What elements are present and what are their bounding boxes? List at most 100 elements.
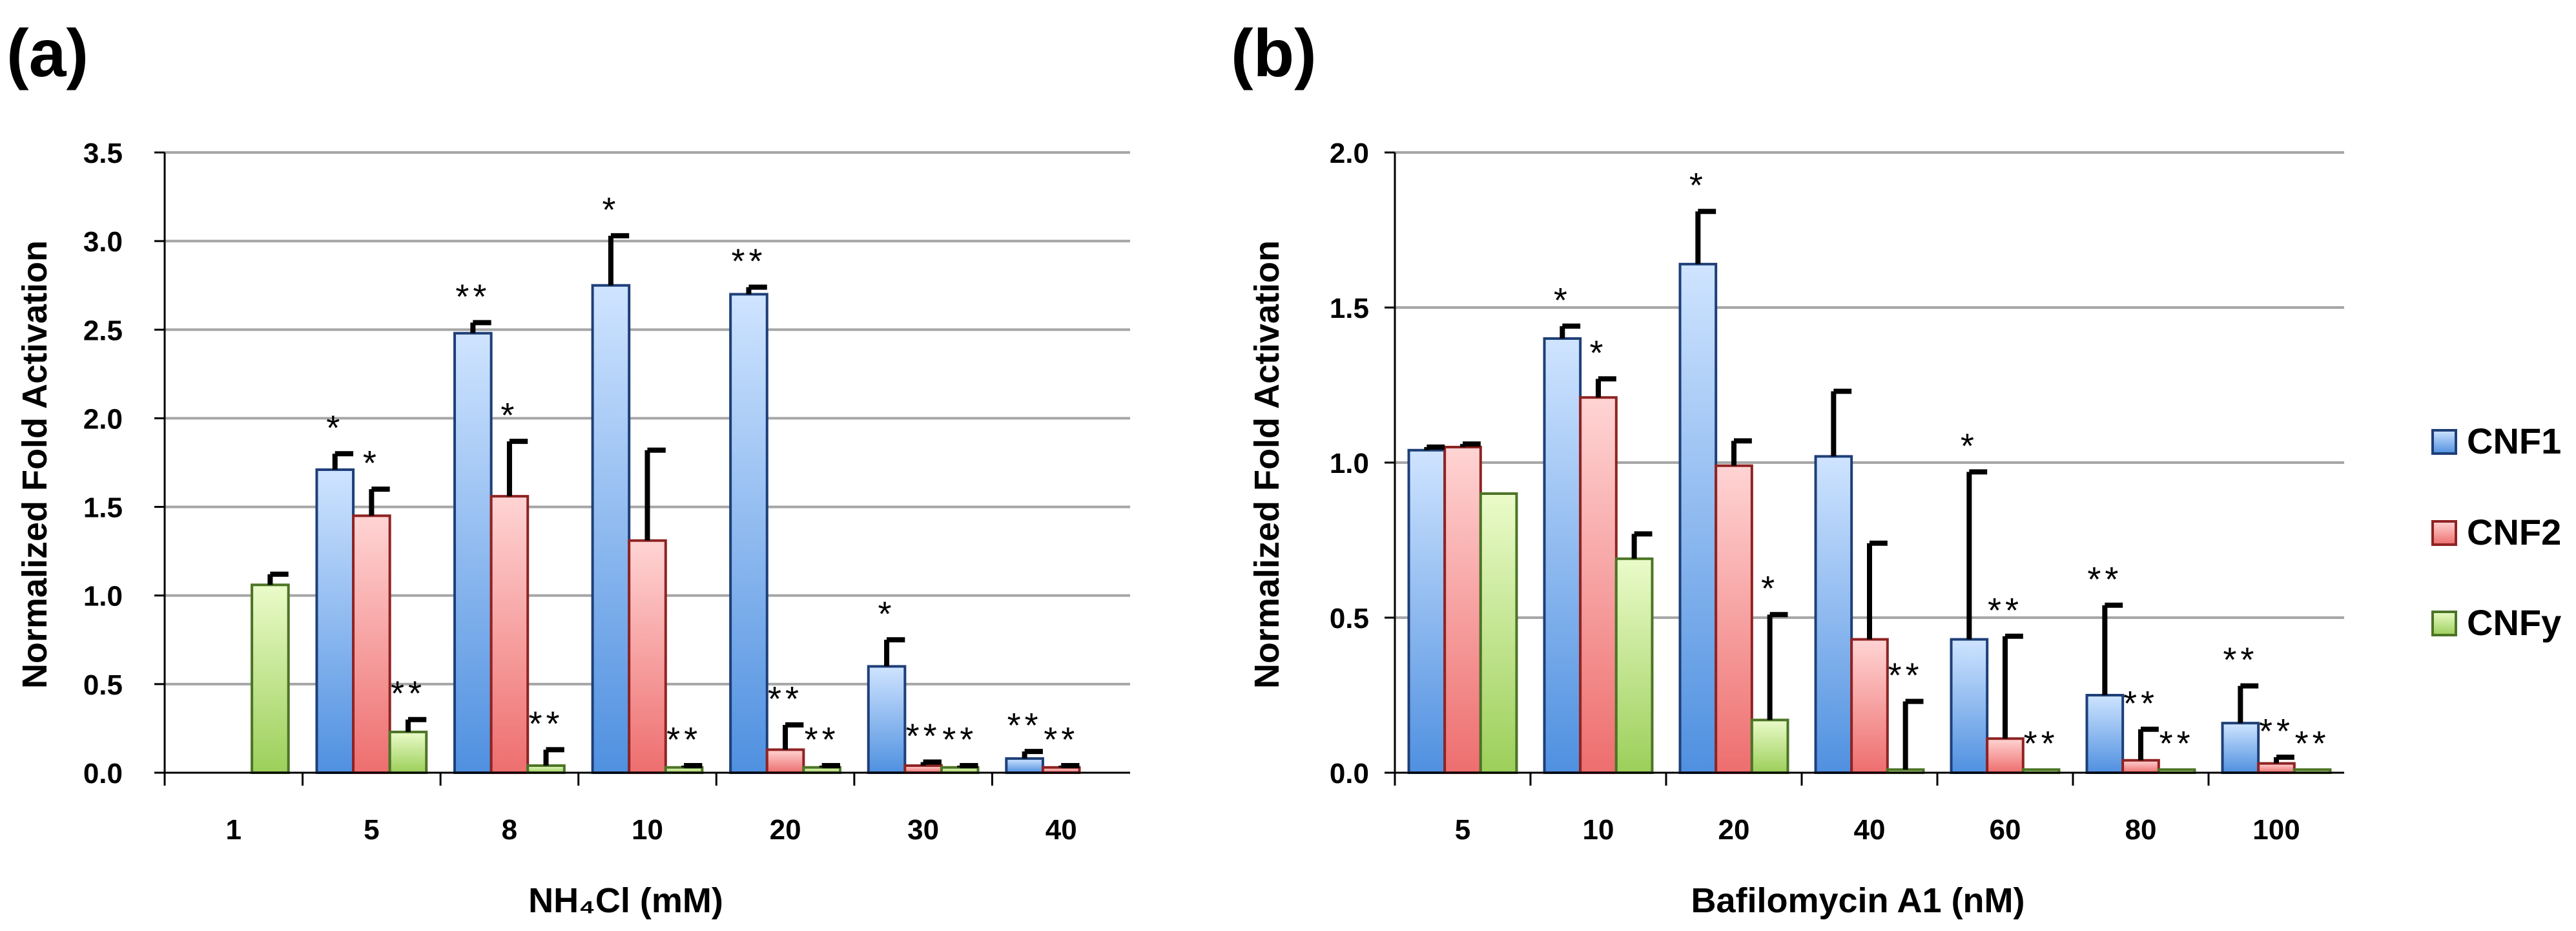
panel-b-error-bars [1424,209,2294,770]
bar-cnf1-40 [1814,455,1853,775]
significance-cnf1-30: * [878,594,896,633]
x-tick-label: 5 [364,814,379,846]
bar-cnf2-20 [765,748,805,775]
legend-label-cnfy: CNFy [2467,602,2561,643]
panel-a-x-ticks: 1 5 8 10 20 30 40 [226,773,1077,846]
significance-cnf1-10: * [602,191,619,229]
panel-b: (b) Normalized Fold Activation Bafilomyc… [1231,16,2344,920]
bar-cnf2-100 [2257,762,2296,774]
x-tick-label: 100 [2252,814,2300,846]
panel-a-letter: (a) [6,16,88,91]
bar-cnf2-80 [2121,758,2160,775]
significance-cnf2-100: ** [2259,712,2294,751]
significance-cnfy-80: ** [2159,724,2194,763]
bar-cnf1-60 [1950,638,1989,774]
bar-cnf1-30 [867,665,907,775]
significance-cnf2-60: ** [1988,591,2023,630]
legend-swatch-cnf2 [2431,520,2457,546]
bar-cnf2-30 [903,764,943,774]
y-tick-label: 0.5 [1330,603,1369,634]
x-tick-label: 40 [1046,814,1077,846]
significance-cnf2-30: ** [906,717,941,756]
bar-cnf2-10 [1579,396,1618,774]
bar-cnf1-5 [1407,448,1447,774]
legend-swatch-cnf1 [2431,429,2457,455]
x-tick-label: 80 [2125,814,2157,846]
bar-cnf2-10 [628,539,667,775]
significance-cnf1-60: * [1961,426,1978,465]
legend-label-cnf1: CNF1 [2467,421,2561,461]
significance-cnfy-5: ** [391,675,426,713]
significance-cnf1-20: ** [731,242,766,280]
y-tick-label: 1.5 [1330,293,1369,324]
y-tick-label: 1.0 [83,581,123,612]
y-tick-label: 0.0 [1330,758,1369,790]
legend-swatch-cnfy [2431,611,2457,636]
bar-cnf1-40 [1005,757,1044,774]
x-tick-label: 10 [632,814,663,846]
significance-cnf1-8: ** [455,277,490,316]
bar-cnfy-10 [1614,557,1654,774]
panel-b-ylabel: Normalized Fold Activation [1248,240,1286,689]
significance-cnf1-10: * [1554,281,1571,320]
y-tick-label: 1.0 [1330,448,1369,479]
significance-cnfy-60: ** [2024,724,2059,763]
significance-cnf1-20: * [1689,166,1707,205]
bar-cnf1-100 [2221,722,2260,774]
bar-cnf2-20 [1715,464,1753,774]
bar-cnfy-1 [251,583,290,774]
y-tick-label: 2.5 [83,315,123,346]
y-tick-label: 3.0 [83,226,123,258]
significance-cnfy-30: ** [942,720,977,759]
panel-b-xlabel: Bafilomycin A1 (nM) [1691,881,2025,920]
significance-cnf2-8: * [500,396,518,435]
y-tick-label: 0.5 [83,669,123,701]
significance-cnf2-80: ** [2123,684,2158,723]
panel-a-significance-marks: ********************* ** ** ** [326,191,1075,759]
significance-cnf1-100: ** [2223,641,2258,680]
bar-cnf2-40 [1850,638,1889,774]
bar-cnfy-5 [1479,492,1518,774]
x-tick-label: 60 [1990,814,2021,846]
x-tick-label: 20 [770,814,801,846]
legend-label-cnf2: CNF2 [2467,512,2561,552]
bar-cnf1-8 [453,331,493,774]
bar-cnf2-8 [489,495,530,774]
panel-b-x-ticks: 5 10 20 40 60 80 100 [1455,773,2300,846]
bar-cnfy-8 [526,764,566,774]
significance-cnf1-5: * [326,408,344,447]
bar-cnf2-5 [1443,446,1482,774]
significance-cnfy-20: ** [805,720,840,759]
x-tick-label: 30 [907,814,939,846]
bar-cnf1-20 [729,293,768,774]
bar-cnf2-5 [352,514,391,774]
panel-a: (a) Normalized Fold Activation NH₄Cl (mM… [6,16,1130,920]
significance-cnf2-5: * [363,444,380,483]
panel-b-significance-marks: ********************* ** [1554,166,2326,763]
panel-a-error-bars [267,233,1080,769]
y-tick-label: 2.0 [1330,138,1369,169]
y-tick-label: 2.0 [83,403,123,435]
bar-cnfy-20 [1750,718,1789,775]
x-tick-label: 5 [1455,814,1470,846]
panel-b-bars [1407,262,2332,775]
bar-cnf1-80 [2085,694,2125,774]
significance-cnfy-40: ** [1888,656,1923,695]
panel-a-y-ticks: 0.0 0.5 1.0 1.5 2.0 2.5 3.0 3.5 [83,138,165,790]
bar-cnfy-5 [388,730,428,775]
x-tick-label: 40 [1854,814,1886,846]
significance-cnfy-10: ** [666,720,701,759]
x-tick-label: 1 [226,814,242,846]
y-tick-label: 0.0 [83,758,123,790]
bar-cnf1-10 [591,284,631,774]
significance-cnf1-40: ** [1007,706,1042,745]
bar-cnf1-5 [315,468,355,774]
significance-cnfy-20: * [1761,569,1778,608]
panel-b-letter: (b) [1231,16,1317,91]
panel-b-axes [1394,152,2344,786]
significance-cnf1-80: ** [2087,560,2122,599]
x-tick-label: 8 [502,814,517,846]
bar-cnf2-60 [1986,737,2025,774]
x-tick-label: 10 [1583,814,1614,846]
